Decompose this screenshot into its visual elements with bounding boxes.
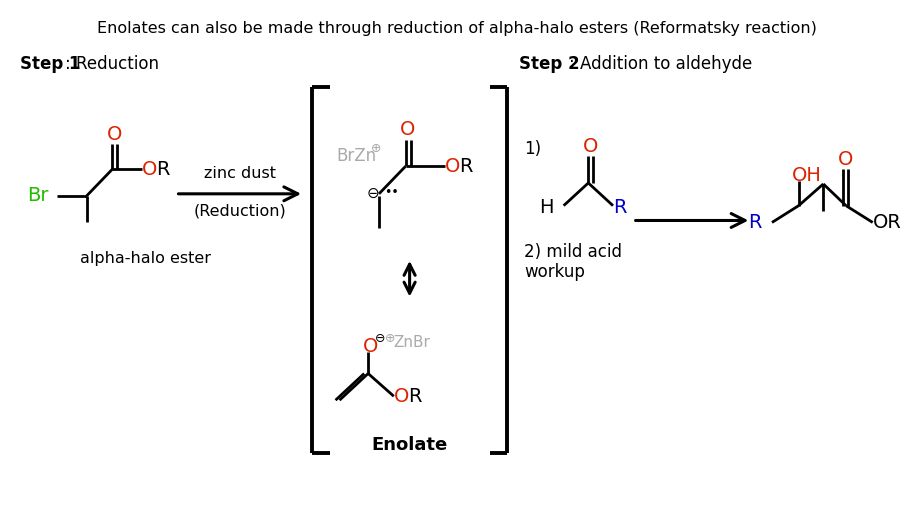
Text: alpha-halo ester: alpha-halo ester [80, 250, 211, 266]
Text: O: O [107, 125, 122, 144]
Text: O: O [838, 150, 854, 169]
Text: zinc dust: zinc dust [204, 166, 276, 181]
Text: 1): 1) [524, 140, 541, 158]
Text: R: R [749, 213, 762, 232]
Text: R: R [156, 159, 169, 179]
Text: BrZn: BrZn [336, 147, 377, 165]
Text: O: O [445, 157, 461, 175]
Text: ⊕: ⊕ [371, 142, 382, 155]
Text: ⊖: ⊖ [375, 332, 386, 346]
Text: 2) mild acid: 2) mild acid [524, 243, 622, 261]
Text: ⊕: ⊕ [385, 332, 396, 346]
Text: OR: OR [873, 213, 901, 232]
Text: Enolates can also be made through reduction of alpha-halo esters (Reformatsky re: Enolates can also be made through reduct… [97, 21, 817, 36]
Text: O: O [582, 137, 598, 156]
Text: workup: workup [524, 263, 585, 281]
Text: ⊖: ⊖ [367, 186, 379, 201]
Text: O: O [400, 120, 415, 139]
Text: R: R [613, 198, 626, 217]
Text: H: H [539, 198, 554, 217]
Text: O: O [142, 159, 157, 179]
Text: O: O [363, 337, 378, 357]
Text: Step 2: Step 2 [519, 55, 579, 73]
Text: Enolate: Enolate [371, 436, 448, 454]
Text: R: R [459, 157, 473, 175]
Text: Step 1: Step 1 [19, 55, 80, 73]
Text: ••: •• [384, 186, 399, 199]
Text: O: O [394, 386, 409, 406]
Text: OH: OH [792, 166, 822, 185]
Text: ZnBr: ZnBr [394, 335, 430, 350]
Text: : Reduction: : Reduction [65, 55, 159, 73]
Text: : Addition to aldehyde: : Addition to aldehyde [569, 55, 752, 73]
Text: (Reduction): (Reduction) [194, 203, 286, 218]
Text: Br: Br [27, 186, 49, 205]
Text: R: R [408, 386, 421, 406]
